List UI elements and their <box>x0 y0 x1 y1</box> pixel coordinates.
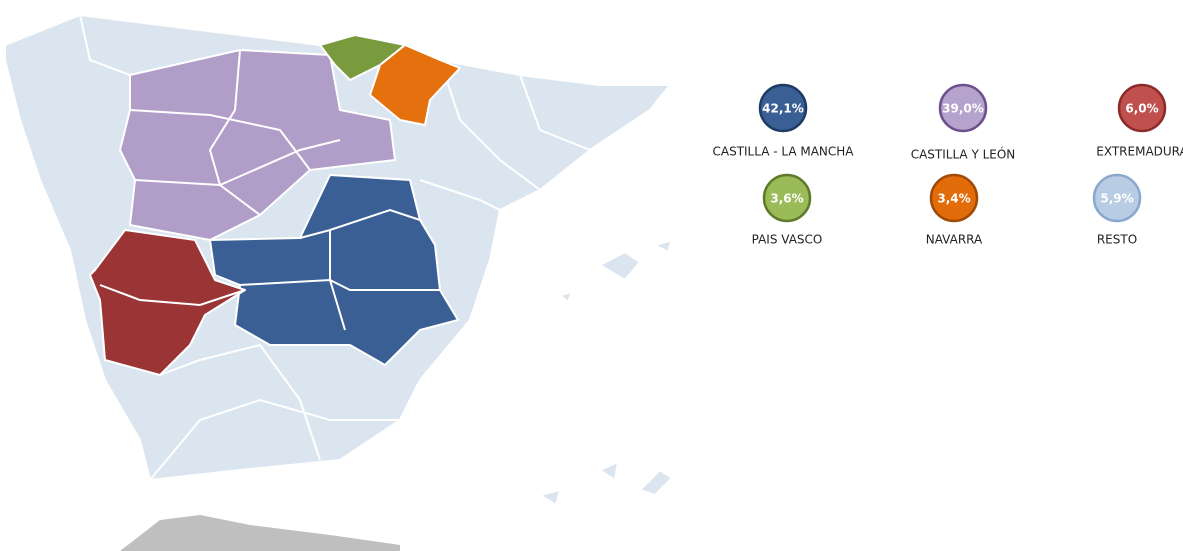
legend-marker <box>762 173 812 223</box>
province-line <box>299 228 331 280</box>
legend-marker <box>758 83 808 133</box>
province-line <box>519 74 591 151</box>
legend-label: CASTILLA Y LEÓN <box>911 147 1016 162</box>
province-line <box>329 279 440 291</box>
province-line <box>149 398 400 481</box>
region-castilla-la-mancha <box>209 174 459 366</box>
province-line <box>99 284 246 307</box>
island <box>539 489 561 506</box>
island <box>654 239 673 253</box>
legend-marker <box>929 173 979 223</box>
legend-label: NAVARRA <box>926 233 983 247</box>
legend-value: 42,1% <box>762 102 804 116</box>
province-line <box>208 49 261 216</box>
province-line <box>329 208 421 231</box>
legend-value: 39,0% <box>942 102 984 116</box>
legend-marker <box>938 83 988 133</box>
island <box>559 291 573 303</box>
legend-label: RESTO <box>1097 233 1137 247</box>
map <box>4 14 673 551</box>
legend-value: 3,4% <box>937 192 970 206</box>
province-line <box>439 59 541 191</box>
region-castilla-leon <box>119 49 396 241</box>
province-line <box>129 109 311 171</box>
legend-label: EXTREMADURA <box>1096 145 1183 159</box>
province-line <box>134 139 341 187</box>
legend-value: 5,9% <box>1100 192 1133 206</box>
region-navarra <box>369 44 461 126</box>
legend: 42,1% CASTILLA - LA MANCHA 39,0% CASTILLA Y… <box>712 83 1183 247</box>
legend-label: PAIS VASCO <box>752 233 823 247</box>
province-line <box>419 179 501 211</box>
legend-marker <box>1092 173 1142 223</box>
legend-value: 3,6% <box>770 192 803 206</box>
island <box>599 251 641 281</box>
island <box>599 461 619 481</box>
island <box>639 469 673 496</box>
legend-value: 6,0% <box>1125 102 1158 116</box>
legend-label: CASTILLA - LA MANCHA <box>712 145 854 159</box>
province-line <box>79 14 131 76</box>
province-line <box>159 343 321 461</box>
morocco <box>120 515 400 551</box>
legend-marker <box>1117 83 1167 133</box>
